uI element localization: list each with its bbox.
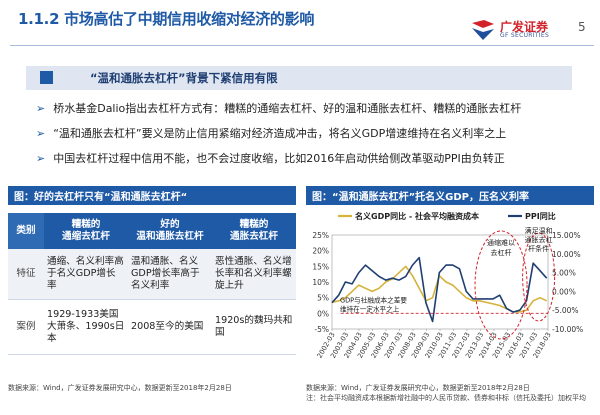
table-row: 特征 通缩、名义利率高于名义GDP增长率 温和通胀、名义GDP增长率高于名义利率… — [8, 249, 296, 300]
y-left-tick-label: 5% — [317, 294, 329, 303]
row-label: 案例 — [8, 299, 44, 355]
bullet-arrow-icon: ➢ — [36, 152, 46, 165]
section-band — [26, 66, 572, 90]
table-header-cell: 类别 — [8, 213, 44, 249]
legend-label: PPI同比 — [525, 211, 556, 221]
bullet-arrow-icon: ➢ — [36, 102, 46, 115]
bullet-arrow-icon: ➢ — [36, 127, 46, 140]
right-figure-caption-bar — [306, 186, 594, 205]
y-left-tick-label: 20% — [312, 247, 329, 256]
table-cell: 2008至今的美国 — [128, 299, 212, 355]
table-cell: 温和通胀、名义GDP增长率高于名义利率 — [128, 249, 212, 300]
row-label: 特征 — [8, 249, 44, 300]
y-right-tick-label: -5.00% — [552, 306, 579, 315]
left-figure-source: 数据来源：Wind，广发证券发展研究中心，数据更新至2018年2月28日 — [8, 384, 232, 392]
table-cell: 通缩、名义利率高于名义GDP增长率 — [44, 249, 128, 300]
header-line: 糟糕的 通缩去杠杆 — [62, 219, 110, 242]
annotation-text: 维持在一定水平之上 — [340, 304, 400, 313]
y-left-tick-label: 0% — [317, 309, 329, 318]
y-right-tick-label: 0.00% — [552, 287, 576, 296]
annotation-text: 通缩难以 — [487, 238, 515, 247]
annotation-text: 通胀去杠 — [525, 235, 553, 244]
annotation-text: 去杠杆 — [491, 248, 512, 257]
bullet-text: “温和通胀去杠杆”要义是防止信用紧缩对经济造成冲击，将名义GDP增速维持在名义利… — [53, 127, 507, 140]
section-heading: “温和通胀去杠杆”背景下紧信用有限 — [90, 71, 278, 85]
deleveraging-comparison-table: 类别 糟糕的 通缩去杠杆 好的 温和通胀去杠杆 糟糕的 通胀去杠杆 特征 通缩、… — [8, 213, 296, 355]
right-figure-caption: 图：“温和通胀去杠杆”托名义GDP，压名义利率 — [312, 192, 529, 203]
page-number: 5 — [578, 20, 586, 34]
y-right-tick-label: 10.00% — [552, 250, 581, 259]
bullet-item: ➢ 桥水基金Dalio指出去杠杆方式有：糟糕的通缩去杠杆、好的温和通胀去杠杆、糟糕… — [36, 100, 521, 116]
gf-logo-icon — [472, 20, 494, 40]
table-cell: 恶性通胀、名义增长率和名义利率螺旋上升 — [212, 249, 296, 300]
bullet-text: 中国去杠杆过程中信用不能，也不会过度收缩，比如2016年启动供给侧改革驱动PPI… — [53, 152, 505, 165]
logo-text-cn: 广发证券 — [500, 20, 549, 34]
table-cell: 1929-1933美国大萧条、1990s日本 — [44, 299, 128, 355]
page-title: 1.1.2 市场高估了中期信用收缩对经济的影响 — [18, 10, 315, 28]
highlight-oval-deflation — [474, 230, 528, 340]
y-left-tick-label: 15% — [312, 262, 329, 271]
table-header-row: 类别 糟糕的 通缩去杠杆 好的 温和通胀去杠杆 糟糕的 通胀去杠杆 — [8, 213, 296, 249]
table-row: 案例 1929-1933美国大萧条、1990s日本 2008至今的美国 1920… — [8, 299, 296, 355]
plot-frame — [331, 234, 549, 330]
table-header-cell: 糟糕的 通胀去杠杆 — [212, 213, 296, 249]
y-left-tick-label: -5% — [314, 325, 329, 334]
header-divider — [10, 45, 594, 46]
logo-text-en: GF SECURITIES — [500, 32, 550, 39]
series-line-ppi — [331, 256, 548, 323]
y-right-tick-label: 15.00% — [552, 231, 581, 240]
gdp-ppi-line-chart: 25% 20% 15% 10% 5% 0% -5% 15.00% 10.00% 5.00% 0.00… — [312, 211, 583, 360]
table-cell: 1920s的魏玛共和国 — [212, 299, 296, 355]
annotation-text: 满足温和 — [525, 226, 553, 235]
bullet-item: ➢ “温和通胀去杠杆”要义是防止信用紧缩对经济造成冲击，将名义GDP增速维持在名义… — [36, 125, 506, 141]
y-left-tick-label: 10% — [312, 278, 329, 287]
bullet-text: 桥水基金Dalio指出去杠杆方式有：糟糕的通缩去杠杆、好的温和通胀去杠杆、糟糕的… — [53, 102, 522, 115]
y-left-tick-label: 25% — [312, 231, 329, 240]
header-line: 糟糕的 通胀去杠杆 — [230, 219, 278, 242]
annotation-text: 杆条件 — [528, 244, 549, 253]
annotation-text: GDP与社融成本之差要 — [340, 295, 407, 304]
bullet-item: ➢ 中国去杠杆过程中信用不能，也不会过度收缩，比如2016年启动供给侧改革驱动PP… — [36, 150, 505, 166]
y-right-tick-label: -10.00% — [552, 325, 583, 334]
section-square-icon — [40, 71, 53, 84]
table-header-cell: 好的 温和通胀去杠杆 — [128, 213, 212, 249]
brand-logo: 广发证券 GF SECURITIES — [470, 19, 566, 43]
legend-label: 名义GDP同比 - 社会平均融资成本 — [355, 211, 479, 221]
right-figure-note: 注：社会平均融资成本根据新增社融中的人民币贷款、债券和非标（信托及委托）加权平均 — [306, 394, 586, 402]
left-figure-caption: 图：好的去杠杆只有“温和通胀去杠杆“ — [14, 192, 188, 203]
table-header-cell: 糟糕的 通缩去杠杆 — [44, 213, 128, 249]
header-line: 好的 温和通胀去杠杆 — [136, 219, 204, 242]
y-right-tick-label: 5.00% — [552, 269, 576, 278]
right-figure-source: 数据来源：Wind，广发证券发展研究中心，数据更新至2018年2月28日 — [306, 384, 530, 392]
highlight-oval-mild-inflation — [522, 232, 556, 322]
left-figure-caption-bar — [8, 186, 296, 205]
